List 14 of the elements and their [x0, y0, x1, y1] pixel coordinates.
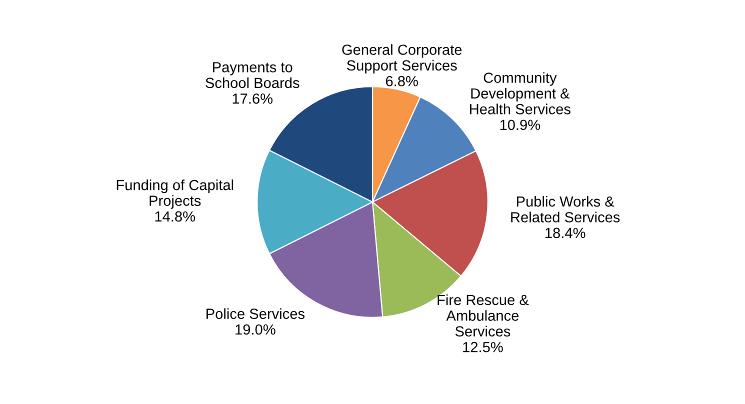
data-label: 19.0%	[236, 324, 276, 335]
data-label: 6.8%	[386, 76, 418, 86]
slice-label: General Corporate Support Services	[342, 44, 462, 74]
data-label: 18.4%	[546, 228, 586, 238]
slice-label: Public Works & Related Services	[511, 196, 620, 222]
slice-label: Police Services	[206, 308, 305, 319]
data-label: 10.9%	[500, 120, 540, 130]
slice-label: Payments to School Boards	[206, 62, 300, 88]
slice-label: Community Development & Health Services	[470, 72, 570, 114]
slice-label: Fire Rescue & Ambulance Services	[438, 294, 529, 337]
data-label: 17.6%	[232, 93, 273, 104]
slice-label: Funding of Capital Projects	[116, 179, 234, 209]
data-label: 12.5%	[463, 342, 503, 352]
data-label: 14.8%	[155, 211, 196, 222]
